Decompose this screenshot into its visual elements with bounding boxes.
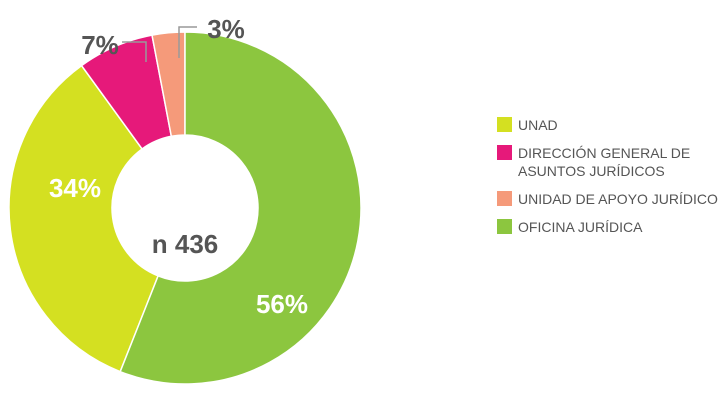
value-label: 56% [256, 289, 308, 319]
legend-label: DIRECCIÓN GENERAL DE ASUNTOS JURÍDICOS [518, 145, 691, 179]
legend-swatch [497, 117, 512, 132]
legend-item: UNAD [497, 116, 722, 134]
center-label: n 436 [152, 229, 219, 259]
legend-label: UNAD [518, 117, 558, 133]
legend-item: OFICINA JURÍDICA [497, 218, 722, 236]
legend-swatch [497, 219, 512, 234]
donut-slice [8, 64, 160, 373]
value-label: 34% [49, 173, 101, 203]
legend-item: UNIDAD DE APOYO JURÍDICO [497, 190, 722, 208]
legend-swatch [497, 145, 512, 160]
value-label: 3% [207, 14, 245, 44]
donut-slice [119, 31, 362, 385]
value-label: 7% [81, 30, 119, 60]
legend-label: UNIDAD DE APOYO JURÍDICO [518, 191, 718, 207]
legend-label: OFICINA JURÍDICA [518, 219, 643, 235]
chart: n 436 34% 7% 3% 56% [8, 14, 362, 385]
leader-line [122, 41, 147, 62]
legend-swatch [497, 191, 512, 206]
leader-line [178, 26, 197, 58]
legend-item: DIRECCIÓN GENERAL DE ASUNTOS JURÍDICOS [497, 144, 722, 180]
legend: UNAD DIRECCIÓN GENERAL DE ASUNTOS JURÍDIC… [497, 116, 722, 246]
